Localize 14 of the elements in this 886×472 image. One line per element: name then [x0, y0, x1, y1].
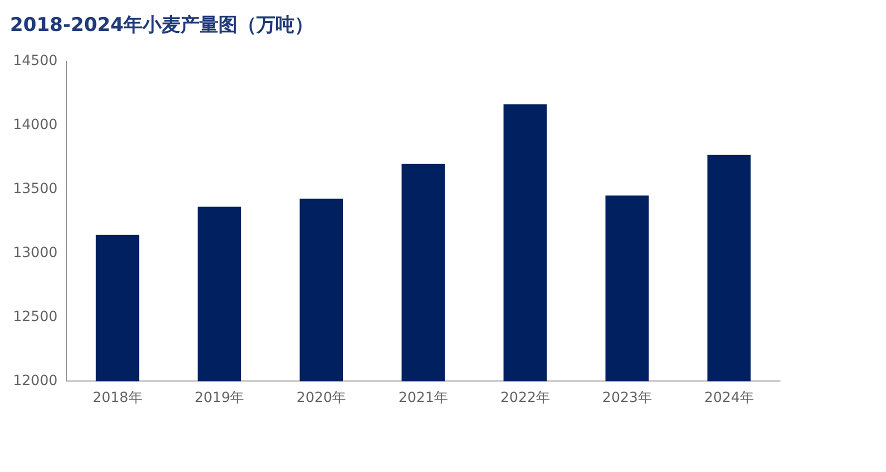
x-tick-label: 2022年	[500, 390, 550, 406]
y-tick-label: 13000	[12, 244, 58, 261]
y-tick-label: 14000	[12, 117, 58, 133]
x-tick-label: 2023年	[602, 390, 652, 406]
x-tick-label: 2020年	[296, 390, 346, 406]
y-tick-label: 12500	[12, 308, 58, 325]
y-tick-label: 12000	[12, 372, 58, 389]
x-tick-label: 2018年	[92, 390, 142, 406]
x-tick-label: 2019年	[194, 390, 244, 406]
y-tick-label: 13500	[12, 180, 58, 197]
x-tick-label: 2024年	[704, 390, 754, 406]
chart-title: 2018-2024年小麦产量图（万吨）	[10, 13, 314, 38]
x-tick-label: 2021年	[398, 390, 448, 406]
y-tick-label: 14500	[12, 53, 58, 70]
